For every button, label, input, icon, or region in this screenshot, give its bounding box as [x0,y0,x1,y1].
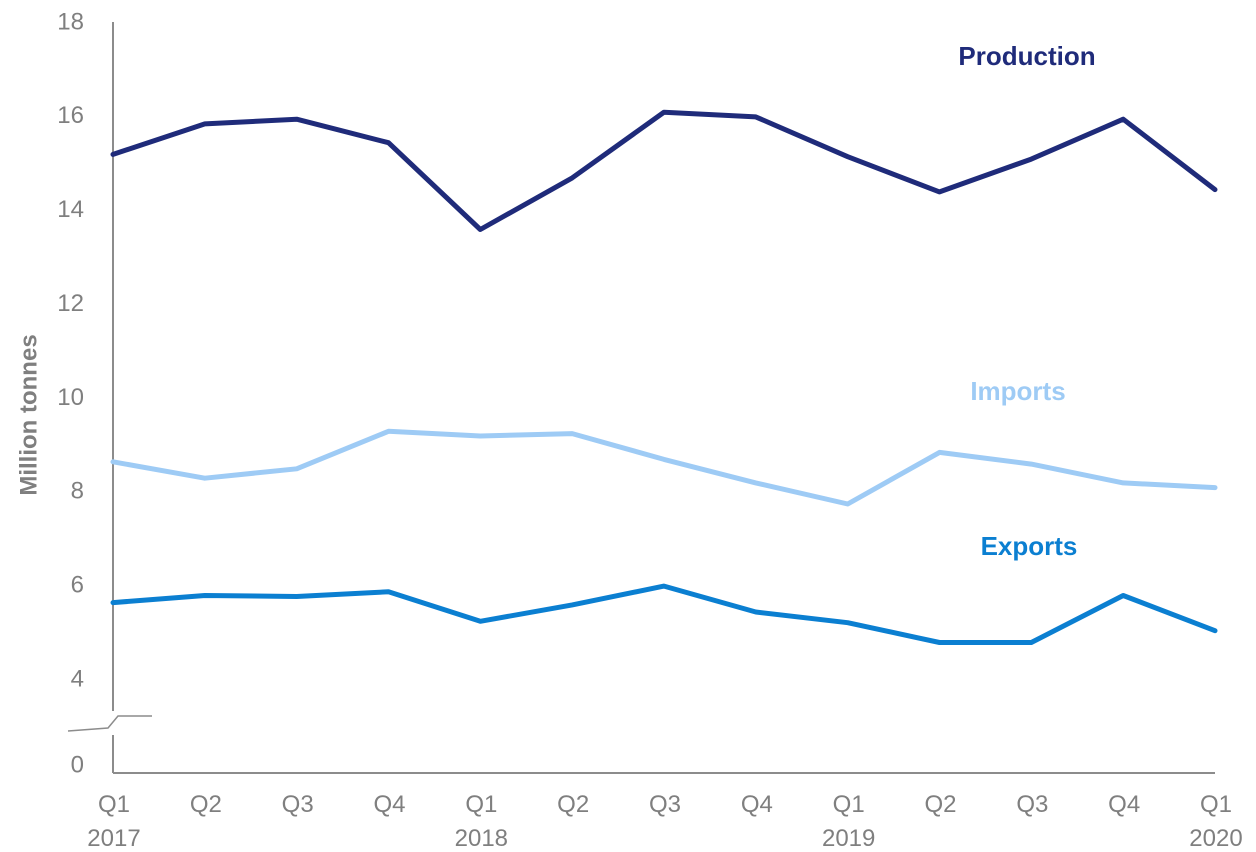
y-axis-ticks: 0 4 6 8 10 12 14 16 18 [57,8,84,778]
y-tick-label: 4 [71,665,84,692]
series-label-production: Production [958,41,1095,71]
x-tick-label-quarter: Q2 [190,791,222,818]
x-tick-label-quarter: Q4 [373,791,405,818]
y-axis-title: Million tonnes [15,334,42,495]
series-line-production [110,109,1218,232]
y-tick-label: 10 [57,384,84,411]
y-tick-label: 18 [57,8,84,35]
series-labels: Production Imports Exports [958,41,1095,561]
x-tick-label-quarter: Q3 [1016,791,1048,818]
x-tick-label-quarter: Q4 [1108,791,1140,818]
series-label-imports: Imports [970,376,1065,406]
x-tick-label-quarter: Q1 [833,791,865,818]
y-tick-label: 6 [71,571,84,598]
y-tick-label: 16 [57,102,84,129]
y-tick-label: 12 [57,290,84,317]
axes [67,22,1215,774]
y-tick-label: 8 [71,478,84,505]
x-tick-label-year: 2017 [87,825,140,852]
x-tick-label-year: 2020 [1189,825,1242,852]
x-tick-label-quarter: Q1 [1200,791,1232,818]
x-tick-label-quarter: Q3 [282,791,314,818]
x-tick-label-quarter: Q1 [465,791,497,818]
series-line-imports [110,428,1218,507]
series-label-exports: Exports [981,531,1078,561]
x-tick-label-year: 2018 [455,825,508,852]
x-tick-label-year: 2019 [822,825,875,852]
axis-break-marker [67,715,152,732]
y-tick-label: 0 [71,751,84,778]
x-tick-label-quarter: Q2 [924,791,956,818]
y-tick-label: 14 [57,196,84,223]
x-tick-label-quarter: Q2 [557,791,589,818]
x-tick-label-quarter: Q4 [741,791,773,818]
x-tick-label-quarter: Q1 [98,791,130,818]
x-axis-ticks: Q1 Q2 Q3 Q4 Q1 Q2 Q3 Q4 Q1 Q2 Q3 Q4 Q1 2017 2018 2019 20… [87,791,1242,852]
series-line-exports [110,583,1218,645]
x-tick-label-quarter: Q3 [649,791,681,818]
series-lines [110,109,1218,645]
